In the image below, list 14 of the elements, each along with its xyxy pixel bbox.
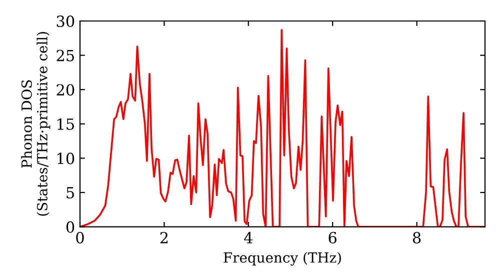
y-tick-label: 20 xyxy=(56,84,74,96)
y-tick-label: 10 xyxy=(58,152,74,164)
y-tick-label: 25 xyxy=(56,50,74,62)
y-axis-title: Phonon DOS (States/THz·primitive cell) xyxy=(21,32,50,216)
y-tick-label: 30 xyxy=(56,15,74,28)
x-tick-label: 2 xyxy=(160,232,168,244)
y-tick-label: 15 xyxy=(58,118,74,130)
x-tick-label: 6 xyxy=(328,232,336,244)
x-tick-label: 4 xyxy=(244,232,252,244)
x-tick-label: 0 xyxy=(76,232,84,244)
y-tick-label: 0 xyxy=(66,221,74,233)
x-tick-label: 8 xyxy=(412,232,421,244)
y-tick-label: 5 xyxy=(66,187,74,199)
x-axis-title: Frequency (THz) xyxy=(224,252,341,266)
